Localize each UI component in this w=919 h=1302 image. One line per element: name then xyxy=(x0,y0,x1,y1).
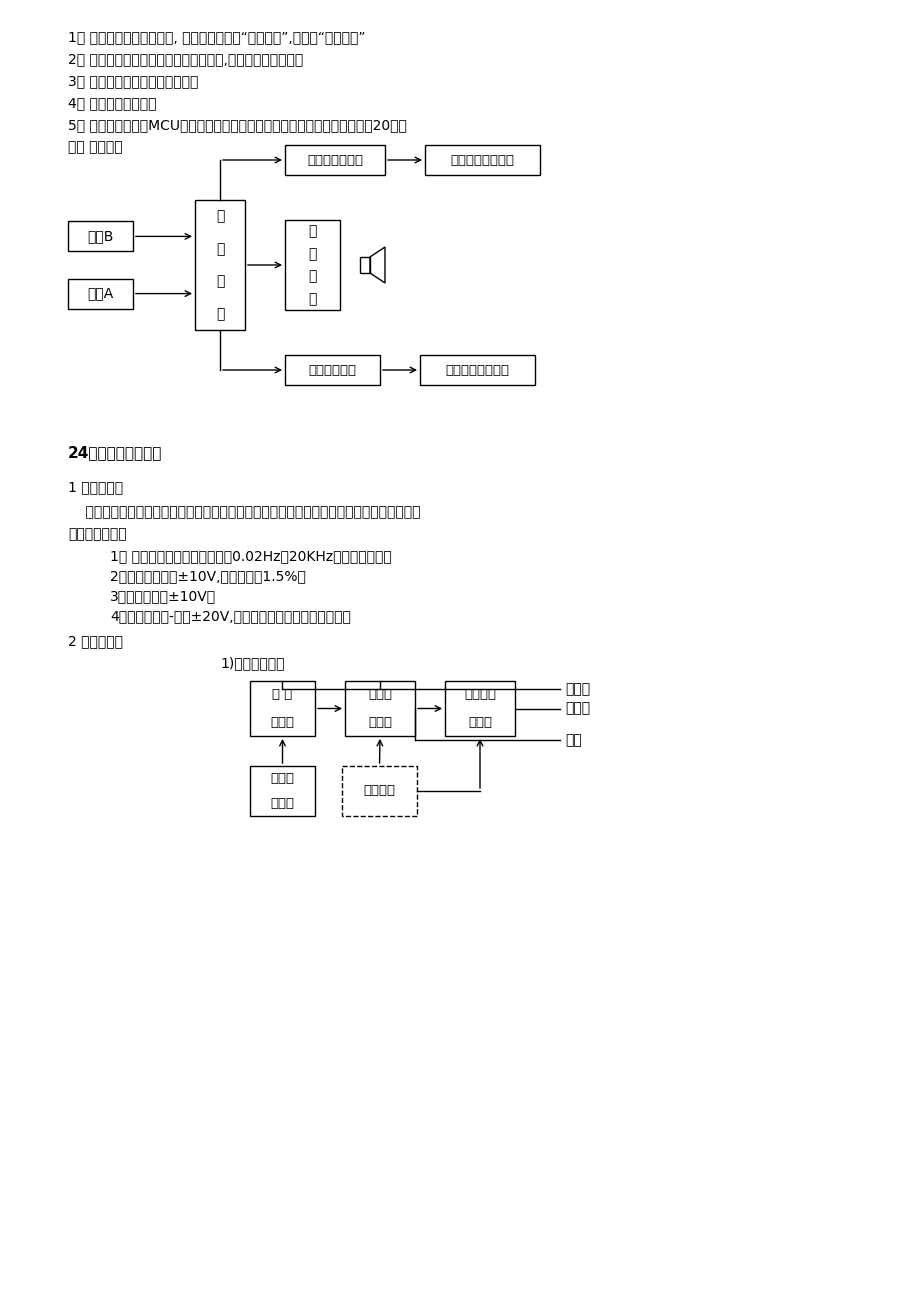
Bar xyxy=(285,355,380,385)
Text: 断: 断 xyxy=(216,242,224,255)
Bar xyxy=(445,681,515,736)
Text: 元: 元 xyxy=(216,307,224,320)
Text: 桥振荡: 桥振荡 xyxy=(270,716,294,729)
Bar xyxy=(345,681,414,736)
Text: 4、 统计误差不超一人: 4、 统计误差不超一人 xyxy=(68,96,156,109)
Text: 1） 、输出波形工作频率范围为0.02Hz～20KHz，且连续可调；: 1） 、输出波形工作频率范围为0.02Hz～20KHz，且连续可调； xyxy=(110,549,391,562)
Text: 成电路: 成电路 xyxy=(368,716,391,729)
Bar xyxy=(195,201,244,329)
Bar xyxy=(68,279,133,309)
Text: 24、多种波形发生器: 24、多种波形发生器 xyxy=(68,445,162,460)
Text: 单: 单 xyxy=(216,275,224,288)
Text: 2）、正弦波幅値±10V,失真度小于1.5%；: 2）、正弦波幅値±10V,失真度小于1.5%； xyxy=(110,569,305,583)
Text: 1)、用正弦波振: 1)、用正弦波振 xyxy=(220,656,284,671)
Text: 检测B: 检测B xyxy=(87,229,114,243)
Text: 3、 电路设计要求有抗干扰的措施: 3、 电路设计要求有抗干扰的措施 xyxy=(68,74,199,89)
Text: 语: 语 xyxy=(308,224,316,238)
Text: 片: 片 xyxy=(308,292,316,306)
Bar xyxy=(250,766,314,816)
Text: 2、 能实时统计来访人数及当前店内人数,并用数码管显示出来: 2、 能实时统计来访人数及当前店内人数,并用数码管显示出来 xyxy=(68,52,303,66)
Text: 频率选: 频率选 xyxy=(270,772,294,785)
Bar xyxy=(425,145,539,174)
Text: 三角波: 三角波 xyxy=(564,702,589,716)
Text: 店内当前人数显示: 店内当前人数显示 xyxy=(450,154,514,167)
Text: 直流电源: 直流电源 xyxy=(363,785,395,798)
Text: 择控制: 择控制 xyxy=(270,797,294,810)
Bar xyxy=(68,221,133,251)
Text: 判: 判 xyxy=(216,210,224,223)
Bar xyxy=(359,256,369,273)
Text: 加减法计数单元: 加减法计数单元 xyxy=(307,154,363,167)
Bar xyxy=(342,766,416,816)
Text: 音: 音 xyxy=(308,247,316,260)
Text: 5、 电路设计不能用MCU，只能应用普通中小规模集成电路芯片。成本控制在20元内: 5、 电路设计不能用MCU，只能应用普通中小规模集成电路芯片。成本控制在20元内 xyxy=(68,118,406,132)
Bar xyxy=(420,355,535,385)
Text: 三角波形: 三角波形 xyxy=(463,689,495,702)
Text: 1、 能判断顾客进门与出门, 在有顾客进门时“欢迎光临”,出门时“谢谢光临”: 1、 能判断顾客进门与出门, 在有顾客进门时“欢迎光临”,出门时“谢谢光临” xyxy=(68,30,365,44)
Bar xyxy=(285,220,340,310)
Text: 当前来访人数显示: 当前来访人数显示 xyxy=(445,363,509,376)
Text: 正弦波: 正弦波 xyxy=(564,682,589,697)
Text: 检测A: 检测A xyxy=(87,286,114,301)
Text: 加法计数单元: 加法计数单元 xyxy=(308,363,357,376)
Text: 文 氏: 文 氏 xyxy=(272,689,292,702)
Text: 2 、原理框图: 2 、原理框图 xyxy=(68,634,123,648)
Text: 二、 原理框图: 二、 原理框图 xyxy=(68,141,122,154)
Bar xyxy=(250,681,314,736)
Text: 用中小规模集成芯片设计制作产生方波、三角波和正弦波等多种波形信号输出的波形发生器: 用中小规模集成芯片设计制作产生方波、三角波和正弦波等多种波形信号输出的波形发生器 xyxy=(68,505,420,519)
Text: 4）、三角波峰-峰値±20V,各种输出波形幅値均连续可调。: 4）、三角波峰-峰値±20V,各种输出波形幅値均连续可调。 xyxy=(110,609,350,622)
Text: 3）、方波幅値±10V；: 3）、方波幅値±10V； xyxy=(110,589,216,603)
Text: 1 、设计要求: 1 、设计要求 xyxy=(68,480,123,493)
Text: 芯: 芯 xyxy=(308,270,316,284)
Text: 方波形: 方波形 xyxy=(368,689,391,702)
Text: 具体要求如下：: 具体要求如下： xyxy=(68,527,127,542)
Text: 方波: 方波 xyxy=(564,733,581,747)
Text: 成电路: 成电路 xyxy=(468,716,492,729)
Bar xyxy=(285,145,384,174)
